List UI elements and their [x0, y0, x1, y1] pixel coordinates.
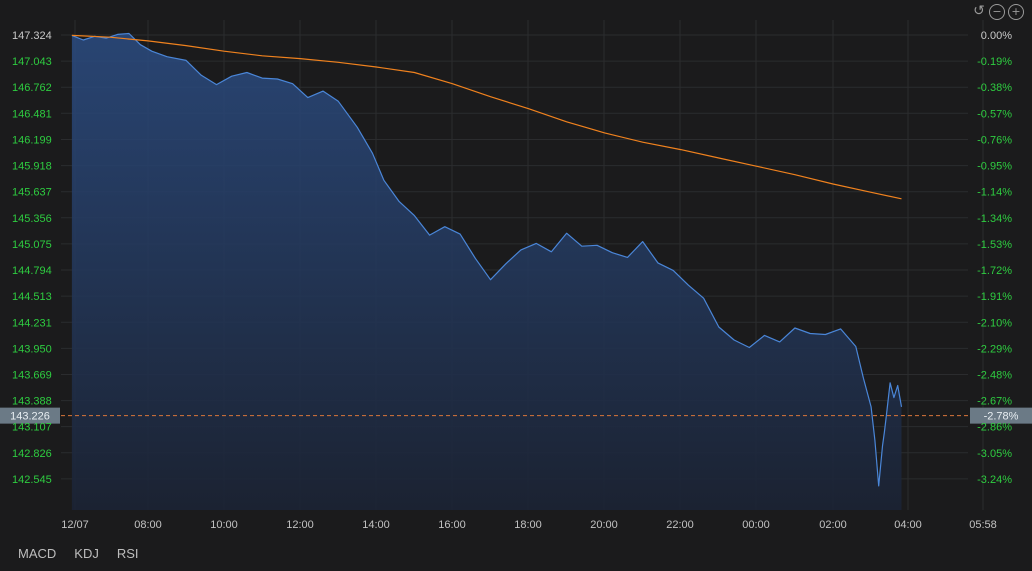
percent-tick-label: -0.95% [977, 161, 1012, 173]
percent-tick-label: -1.91% [977, 291, 1012, 303]
time-tick-label: 14:00 [362, 519, 390, 531]
zoom-in-icon[interactable]: + [1008, 4, 1024, 20]
tab-macd[interactable]: MACD [18, 546, 57, 561]
time-tick-label: 04:00 [894, 519, 922, 531]
time-tick-label: 12:00 [286, 519, 314, 531]
price-line [71, 32, 903, 487]
indicator-tabs: MACD KDJ RSI [18, 546, 139, 561]
price-tick-label: 145.918 [12, 161, 52, 173]
time-tick-label: 00:00 [742, 519, 770, 531]
zoom-out-icon[interactable]: − [989, 4, 1005, 20]
price-tick-label: 145.637 [12, 187, 52, 199]
price-tick-label: 147.324 [12, 30, 52, 42]
price-tick-label: 144.513 [12, 291, 52, 303]
price-tick-label: 146.762 [12, 82, 52, 94]
current-percent-label-box [970, 407, 1032, 424]
percent-tick-label: -2.48% [977, 369, 1012, 381]
current-price-label-box [0, 407, 60, 424]
time-tick-label: 02:00 [819, 519, 847, 531]
price-tick-label: 142.826 [12, 448, 52, 460]
price-tick-label: 144.231 [12, 317, 52, 329]
percent-tick-label: -3.05% [977, 448, 1012, 460]
percent-tick-label: -0.57% [977, 108, 1012, 120]
price-axis: 147.324 147.043 146.762 146.481 146.199 145.9… [12, 30, 52, 486]
percent-tick-label: -3.24% [977, 474, 1012, 486]
average-line [71, 34, 902, 200]
price-area [71, 33, 902, 510]
percent-tick-label: -0.38% [977, 82, 1012, 94]
percent-tick-label: -1.14% [977, 187, 1012, 199]
time-tick-label: 20:00 [590, 519, 618, 531]
time-tick-label: 12/07 [61, 519, 89, 531]
percent-tick-label: -1.34% [977, 213, 1012, 225]
price-tick-label: 142.545 [12, 474, 52, 486]
time-axis: 12/07 08:00 10:00 12:00 14:00 16:00 18:00 20:00… [61, 519, 997, 531]
tab-kdj[interactable]: KDJ [74, 546, 99, 561]
current-price-label: 143.226 [10, 411, 50, 423]
price-tick-label: 147.043 [12, 56, 52, 68]
tab-rsi[interactable]: RSI [116, 546, 139, 561]
percent-tick-label: -1.53% [977, 239, 1012, 251]
current-price-line: 143.226 -2.78% [0, 407, 1032, 424]
current-percent-label: -2.78% [984, 411, 1019, 423]
time-tick-label: 05:58 [969, 519, 997, 531]
price-tick-label: 145.356 [12, 213, 52, 225]
time-tick-label: 08:00 [134, 519, 162, 531]
price-tick-label: 144.794 [12, 265, 52, 277]
price-tick-label: 143.107 [12, 422, 52, 434]
price-area-fill [71, 33, 902, 510]
price-tick-label: 146.481 [12, 108, 52, 120]
percent-tick-label: -2.86% [977, 422, 1012, 434]
time-tick-label: 22:00 [666, 519, 694, 531]
price-tick-label: 146.199 [12, 134, 52, 146]
percent-tick-label: -2.67% [977, 396, 1012, 408]
percent-tick-label: 0.00% [981, 30, 1012, 42]
price-tick-label: 145.075 [12, 239, 52, 251]
percent-tick-label: -2.29% [977, 343, 1012, 355]
reset-icon[interactable]: ↺ [973, 3, 985, 19]
chart-toolbar: ↺ − + [972, 4, 1024, 20]
price-tick-label: 143.950 [12, 343, 52, 355]
percent-tick-label: -1.72% [977, 265, 1012, 277]
price-tick-label: 143.388 [12, 396, 52, 408]
percent-tick-label: -2.10% [977, 317, 1012, 329]
chart-lines [71, 32, 903, 487]
percent-tick-label: -0.19% [977, 56, 1012, 68]
time-tick-label: 18:00 [514, 519, 542, 531]
percent-axis: 0.00% -0.19% -0.38% -0.57% -0.76% -0.95% -1.14… [977, 30, 1012, 486]
percent-tick-label: -0.76% [977, 134, 1012, 146]
price-tick-label: 143.669 [12, 369, 52, 381]
time-tick-label: 16:00 [438, 519, 466, 531]
time-tick-label: 10:00 [210, 519, 238, 531]
